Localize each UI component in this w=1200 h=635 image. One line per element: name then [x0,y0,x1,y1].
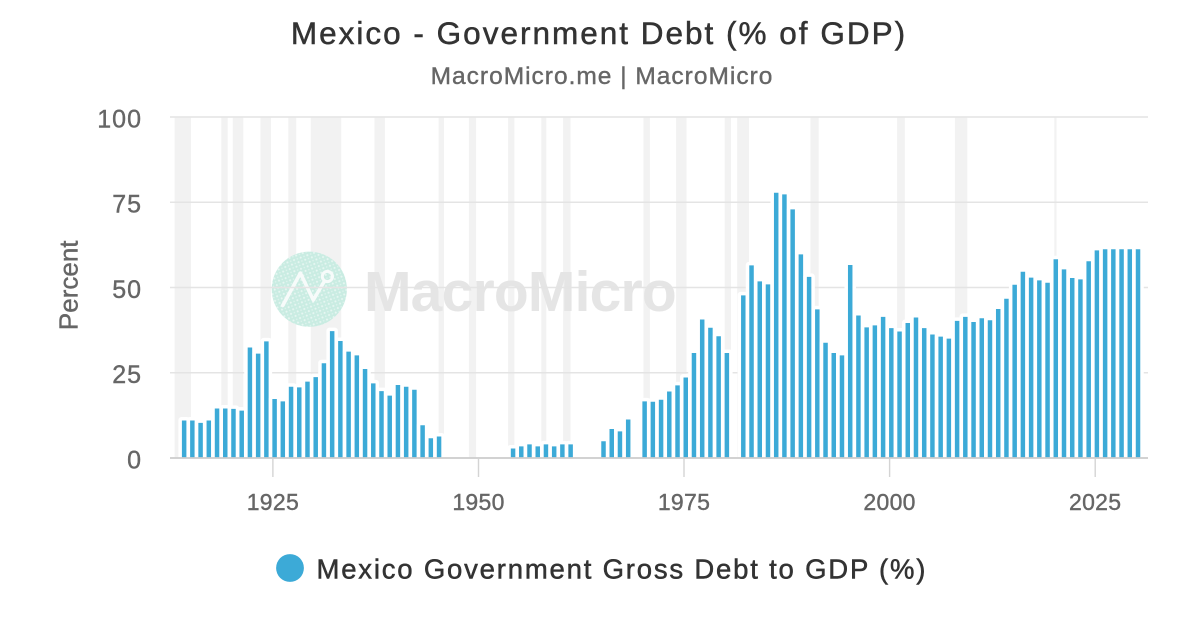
svg-text:MacroMicro: MacroMicro [364,260,676,324]
svg-text:25: 25 [112,361,142,389]
svg-text:2000: 2000 [863,489,915,515]
svg-text:MacroMicro.me | MacroMicro: MacroMicro.me | MacroMicro [431,63,774,90]
svg-text:1925: 1925 [247,489,299,515]
svg-text:Percent: Percent [53,240,83,330]
svg-text:1975: 1975 [658,489,710,515]
svg-text:1950: 1950 [452,489,504,515]
svg-text:50: 50 [112,276,142,304]
svg-text:75: 75 [112,191,142,219]
svg-text:100: 100 [97,105,142,133]
svg-text:Mexico Government Gross Debt t: Mexico Government Gross Debt to GDP (%) [317,554,928,585]
svg-text:Mexico - Government Debt (% of: Mexico - Government Debt (% of GDP) [291,15,907,51]
svg-text:0: 0 [127,446,142,474]
svg-text:2025: 2025 [1069,489,1121,515]
